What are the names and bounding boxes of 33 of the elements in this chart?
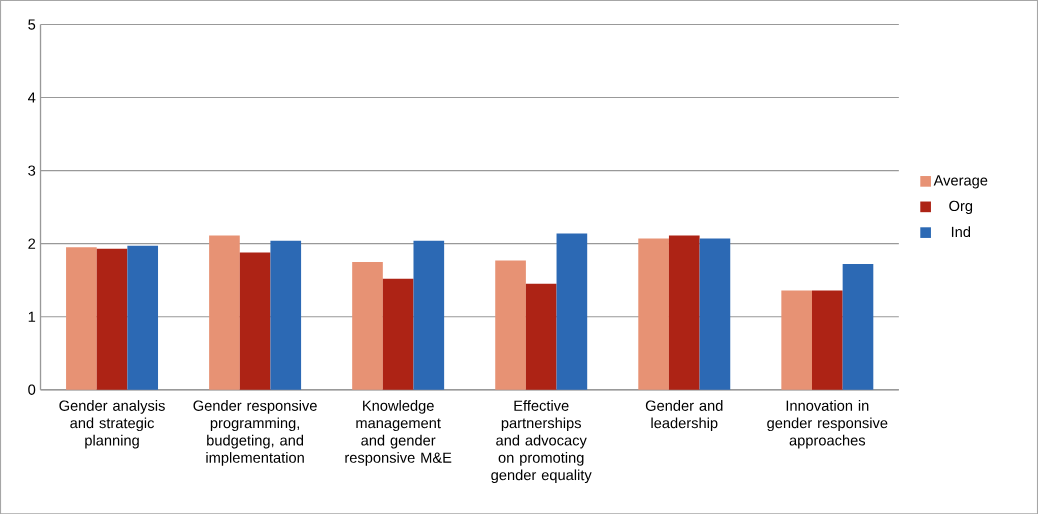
- bar: [352, 261, 383, 390]
- bar: [382, 278, 414, 390]
- y-tick-label: 4: [27, 92, 36, 103]
- bar: [668, 235, 700, 390]
- bar: [239, 252, 271, 390]
- bar: [209, 235, 240, 390]
- bar: [638, 238, 669, 390]
- bar: [556, 233, 588, 390]
- y-tick-label: 1: [28, 311, 36, 322]
- y-tick-label: 5: [28, 19, 36, 30]
- x-tick-label: Gender analysis and strategic planning: [59, 400, 165, 449]
- bar: [127, 245, 159, 390]
- x-tick-label: Knowledge management and gender responsive M&E: [345, 400, 452, 466]
- x-tick-label: Gender responsive programming, budgeting, and implementation: [193, 400, 317, 466]
- bar: [525, 283, 557, 390]
- legend-label: Org: [949, 200, 973, 214]
- bar: [270, 240, 302, 390]
- x-tick-label: Gender and leadership: [645, 400, 723, 431]
- bar: [812, 290, 843, 390]
- bar: [96, 248, 128, 390]
- y-tick-label: 0: [28, 384, 36, 395]
- bar: [781, 290, 812, 390]
- legend-label: Average: [933, 175, 988, 189]
- bar: [495, 260, 526, 390]
- y-tick-label: 3: [28, 165, 36, 176]
- bar: [66, 247, 97, 390]
- bar: [842, 264, 874, 390]
- bar: [699, 238, 731, 390]
- legend-label: Ind: [951, 226, 971, 237]
- x-tick-label: Innovation in gender responsive approaches: [767, 400, 888, 449]
- bar: [413, 240, 445, 390]
- x-tick-label: Effective partnerships and advocacy on promoting gender equality: [491, 400, 592, 483]
- y-tick-label: 2: [28, 238, 36, 249]
